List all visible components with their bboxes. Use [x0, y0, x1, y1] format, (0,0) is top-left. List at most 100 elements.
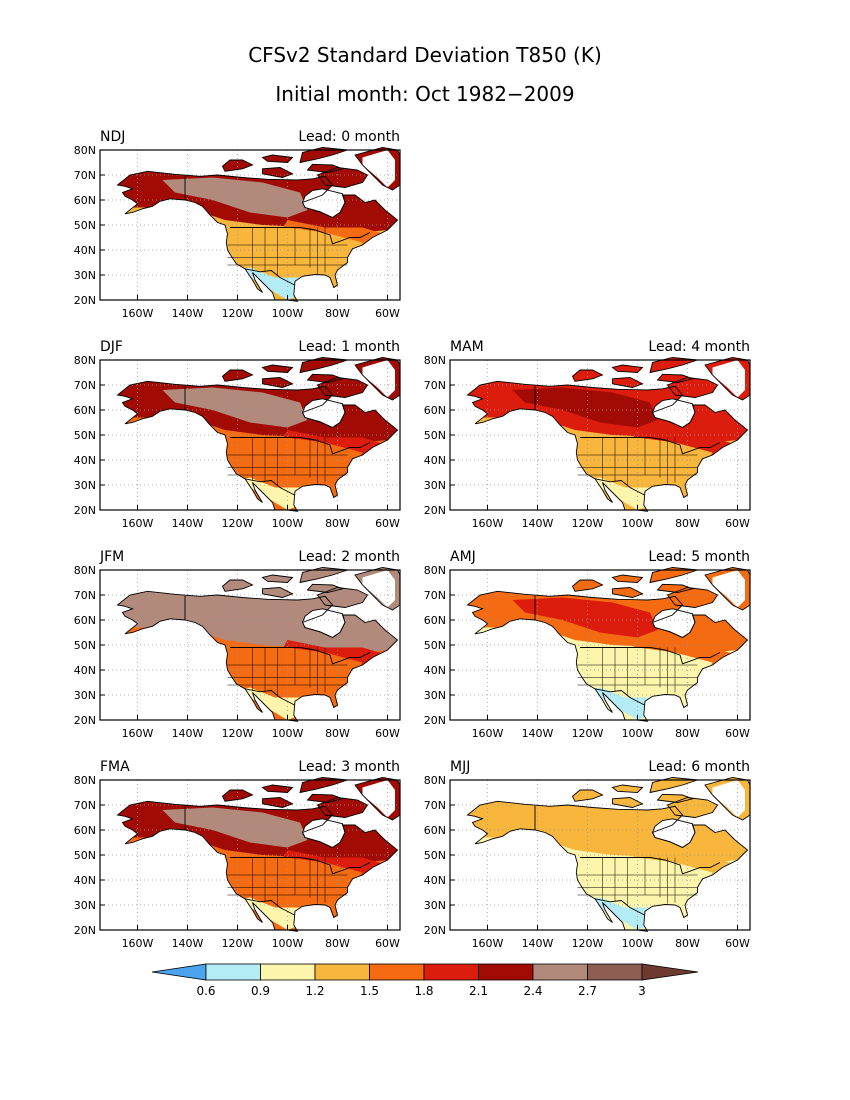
y-tick-label: 60N: [424, 404, 446, 417]
panel-lead-label: Lead: 0 month: [298, 129, 400, 145]
state-boundaries: [227, 227, 348, 277]
field-band-core: [512, 387, 658, 428]
y-tick-label: 20N: [424, 714, 446, 727]
colorbar-tick-label: 1.2: [305, 984, 324, 998]
colorbar-tick-label: 2.4: [523, 984, 542, 998]
y-tick-label: 30N: [74, 899, 96, 912]
state-boundaries: [227, 437, 348, 487]
figure-title: CFSv2 Standard Deviation T850 (K): [248, 43, 602, 67]
x-tick-label: 80W: [675, 937, 700, 950]
y-tick-label: 60N: [74, 404, 96, 417]
figure-subtitle: Initial month: Oct 1982−2009: [275, 82, 574, 106]
y-tick-label: 80N: [424, 774, 446, 787]
map-panel: FMA Lead: 3 month 20N 30N 40N 50N 60N 70N 80N 160…: [74, 759, 401, 950]
field-band-core: [512, 597, 658, 638]
x-tick-label: 100W: [622, 937, 654, 950]
y-tick-label: 40N: [424, 454, 446, 467]
greenland-mask: [712, 360, 745, 398]
x-tick-label: 120W: [222, 727, 254, 740]
x-tick-label: 60W: [725, 727, 750, 740]
x-tick-label: 100W: [622, 517, 654, 530]
y-tick-label: 20N: [74, 924, 96, 937]
x-tick-label: 140W: [522, 937, 554, 950]
x-tick-label: 80W: [675, 727, 700, 740]
greenland-mask: [362, 360, 395, 398]
coastlines: [116, 567, 401, 722]
x-tick-label: 140W: [172, 937, 204, 950]
field-band-core: [162, 807, 308, 848]
y-tick-label: 40N: [424, 664, 446, 677]
x-tick-label: 140W: [522, 517, 554, 530]
x-tick-label: 100W: [272, 727, 304, 740]
greenland-mask: [712, 780, 745, 818]
x-tick-label: 120W: [222, 517, 254, 530]
x-tick-label: 80W: [325, 517, 350, 530]
y-tick-label: 80N: [74, 144, 96, 157]
x-tick-label: 100W: [622, 727, 654, 740]
x-tick-label: 100W: [272, 307, 304, 320]
y-tick-label: 80N: [74, 354, 96, 367]
y-tick-label: 70N: [74, 379, 96, 392]
x-tick-label: 140W: [522, 727, 554, 740]
colorbar-swatch: [478, 963, 534, 981]
x-tick-label: 60W: [725, 937, 750, 950]
y-tick-label: 80N: [424, 564, 446, 577]
y-tick-label: 30N: [424, 689, 446, 702]
y-tick-label: 50N: [74, 429, 96, 442]
colorbar-arrow-low: [151, 963, 207, 981]
hudson-bay: [302, 608, 345, 638]
colorbar-swatch: [205, 963, 261, 981]
panel-lead-label: Lead: 4 month: [648, 339, 750, 355]
greenland-mask: [362, 150, 395, 188]
state-boundaries: [577, 437, 698, 487]
x-tick-label: 60W: [375, 937, 400, 950]
y-tick-label: 80N: [74, 564, 96, 577]
x-tick-label: 160W: [122, 727, 154, 740]
x-tick-label: 80W: [325, 937, 350, 950]
y-tick-label: 50N: [424, 849, 446, 862]
panel-season-label: JFM: [99, 549, 124, 565]
colorbar-swatch: [423, 963, 479, 981]
y-tick-label: 30N: [424, 899, 446, 912]
hudson-bay: [652, 608, 695, 638]
y-tick-label: 30N: [74, 689, 96, 702]
colorbar-swatch: [260, 963, 316, 981]
x-tick-label: 160W: [472, 517, 504, 530]
y-tick-label: 40N: [74, 664, 96, 677]
y-tick-label: 30N: [74, 479, 96, 492]
colorbar-tick-label: 1.5: [360, 984, 379, 998]
panel-season-label: MAM: [450, 339, 484, 355]
y-tick-label: 70N: [74, 169, 96, 182]
x-tick-label: 160W: [472, 727, 504, 740]
x-tick-label: 80W: [675, 517, 700, 530]
map-panel: JFM Lead: 2 month 20N 30N 40N 50N 60N 70N 80N 160…: [74, 549, 401, 740]
x-tick-label: 60W: [375, 307, 400, 320]
state-boundaries: [227, 857, 348, 907]
y-tick-label: 80N: [424, 354, 446, 367]
y-tick-label: 60N: [424, 824, 446, 837]
panel-season-label: MJJ: [450, 759, 470, 775]
y-tick-label: 60N: [74, 824, 96, 837]
panel-lead-label: Lead: 5 month: [648, 549, 750, 565]
colorbar-swatch: [369, 963, 425, 981]
colorbar-arrow-high: [641, 963, 699, 981]
coastlines: [466, 777, 751, 932]
panel-lead-label: Lead: 3 month: [298, 759, 400, 775]
gridlines: [100, 780, 400, 930]
y-tick-label: 60N: [74, 194, 96, 207]
y-tick-label: 30N: [424, 479, 446, 492]
y-tick-label: 20N: [424, 504, 446, 517]
panel-lead-label: Lead: 6 month: [648, 759, 750, 775]
field-band-core: [162, 597, 308, 638]
panel-season-label: NDJ: [100, 129, 125, 145]
x-tick-label: 120W: [572, 727, 604, 740]
x-tick-label: 100W: [272, 517, 304, 530]
colorbar: 0.6 0.9 1.2 1.5 1.8 2.1 2.4 2.7 3: [151, 963, 699, 998]
hudson-bay: [302, 398, 345, 428]
y-tick-label: 70N: [74, 799, 96, 812]
x-tick-label: 120W: [572, 517, 604, 530]
y-tick-label: 70N: [424, 379, 446, 392]
y-tick-label: 70N: [424, 589, 446, 602]
x-tick-label: 60W: [725, 517, 750, 530]
